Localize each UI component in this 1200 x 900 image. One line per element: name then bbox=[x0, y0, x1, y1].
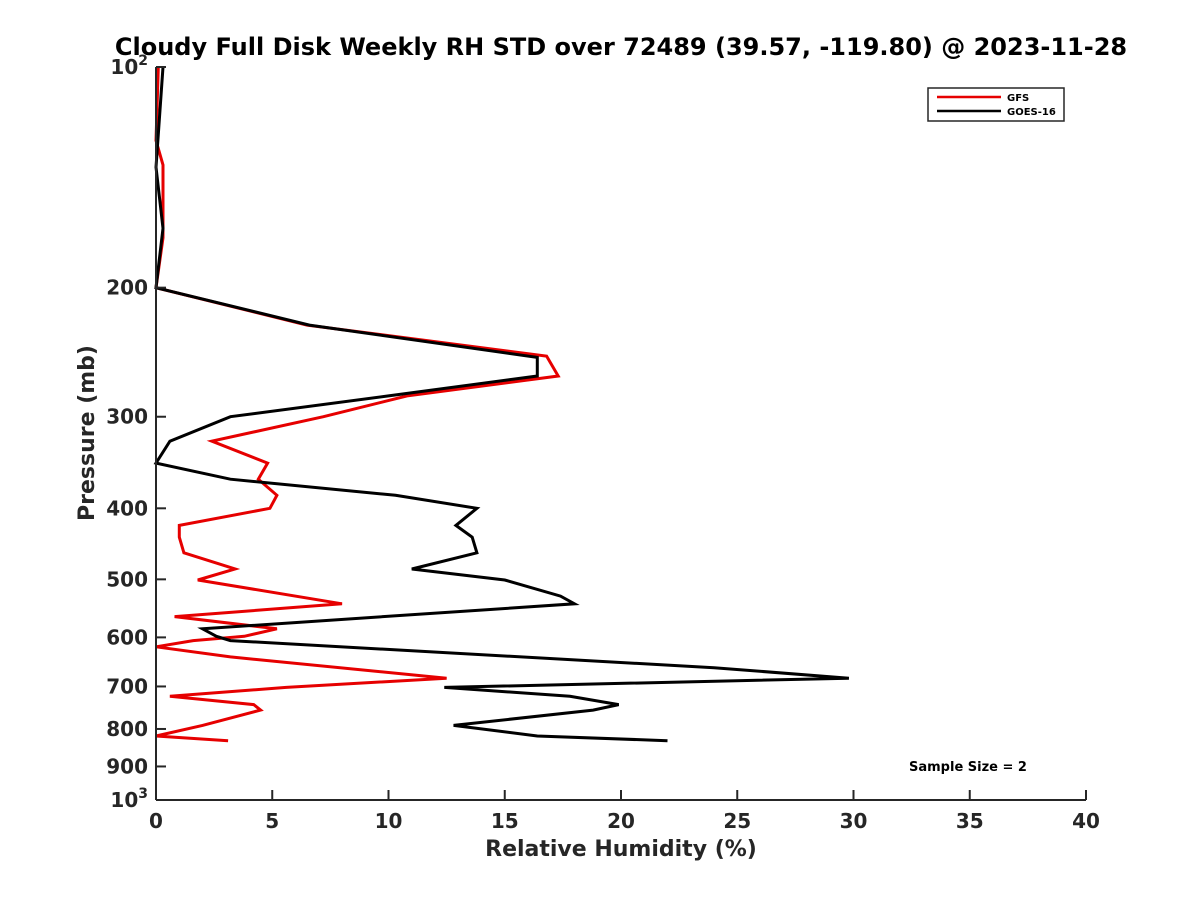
y-tick-label: 300 bbox=[106, 405, 148, 429]
x-tick-label: 20 bbox=[607, 809, 635, 833]
series-layer bbox=[153, 66, 850, 743]
y-tick-label: 600 bbox=[106, 625, 148, 649]
x-tick-label: 30 bbox=[840, 809, 868, 833]
x-tick-label: 10 bbox=[375, 809, 403, 833]
x-tick-label: 35 bbox=[956, 809, 984, 833]
y-axis-label: Pressure (mb) bbox=[75, 345, 100, 521]
x-ticks: 0 5 10 15 20 25 30 35 40 bbox=[149, 790, 1100, 833]
sample-size-annotation: Sample Size = 2 bbox=[909, 760, 1027, 775]
y-tick-label: 500 bbox=[106, 567, 148, 591]
legend-label-goes16: GOES-16 bbox=[1007, 107, 1056, 118]
x-tick-label: 5 bbox=[265, 809, 279, 833]
x-axis-label: Relative Humidity (%) bbox=[485, 837, 757, 862]
chart-title: Cloudy Full Disk Weekly RH STD over 7248… bbox=[115, 33, 1127, 61]
y-tick-label: 800 bbox=[106, 717, 148, 741]
legend-label-gfs: GFS bbox=[1007, 93, 1029, 104]
y-tick-label: 700 bbox=[106, 674, 148, 698]
legend: GFS GOES-16 bbox=[927, 87, 1065, 122]
x-tick-label: 40 bbox=[1072, 809, 1100, 833]
x-tick-label: 15 bbox=[491, 809, 519, 833]
x-tick-label: 0 bbox=[149, 809, 163, 833]
series-line-goes16 bbox=[153, 66, 850, 743]
y-tick-label: 200 bbox=[106, 276, 148, 300]
series-line-gfs bbox=[154, 66, 561, 743]
legend-box bbox=[927, 87, 1065, 122]
y-tick-label: 400 bbox=[106, 496, 148, 520]
y-tick-label: 900 bbox=[106, 754, 148, 778]
x-tick-label: 25 bbox=[723, 809, 751, 833]
